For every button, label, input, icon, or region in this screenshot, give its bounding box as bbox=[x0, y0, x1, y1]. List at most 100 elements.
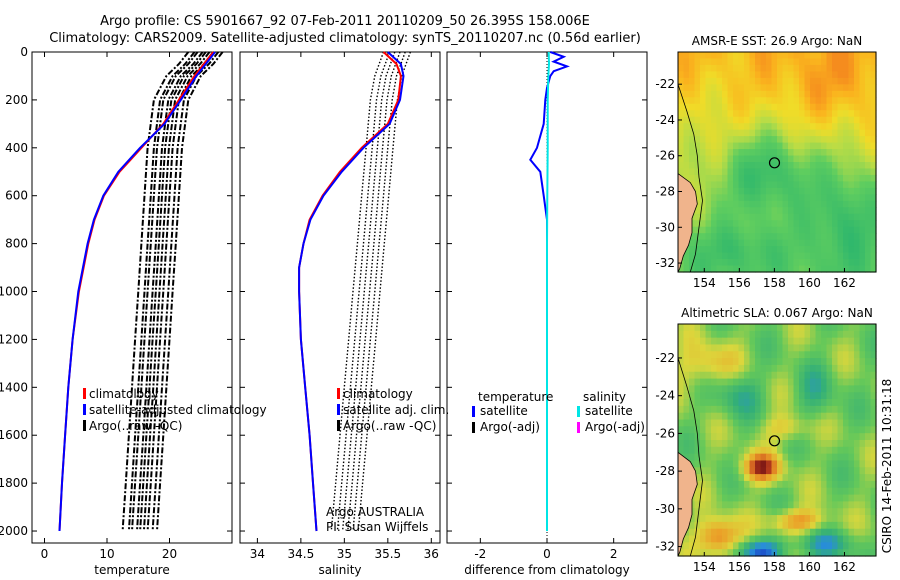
sla-map-grid-cell bbox=[771, 480, 778, 489]
sla-map-grid-cell bbox=[722, 344, 729, 352]
sst-map-grid-cell bbox=[738, 246, 745, 254]
sla-map-grid-cell bbox=[738, 446, 745, 455]
sst-map-grid-cell bbox=[683, 58, 690, 66]
sst-map-grid-cell bbox=[826, 200, 833, 208]
sst-map-grid-cell bbox=[799, 220, 806, 228]
sla-map-grid-cell bbox=[744, 487, 751, 496]
sla-map-grid-cell bbox=[700, 480, 707, 489]
sst-map-grid-cell bbox=[689, 239, 696, 247]
sla-map-grid-cell bbox=[804, 344, 811, 352]
sla-map-grid-cell bbox=[722, 405, 729, 414]
sst-map-grid-cell bbox=[821, 187, 828, 195]
sla-map-grid-cell bbox=[865, 528, 872, 537]
sst-map-grid-cell bbox=[749, 136, 756, 144]
sst-map-grid-cell bbox=[722, 226, 729, 234]
sst-map-grid-cell bbox=[766, 116, 773, 124]
sla-map-grid-cell bbox=[782, 494, 789, 503]
sla-map-grid-cell bbox=[727, 487, 734, 496]
sla-map-grid-cell bbox=[788, 549, 795, 557]
sla-map-y-tick-label: -28 bbox=[655, 464, 675, 478]
sst-map-grid-cell bbox=[771, 123, 778, 131]
sst-map-grid-cell bbox=[689, 97, 696, 105]
sst-map-grid-cell bbox=[749, 187, 756, 195]
sla-map-grid-cell bbox=[788, 364, 795, 373]
sla-map-grid-cell bbox=[859, 378, 866, 387]
sst-map-grid-cell bbox=[788, 155, 795, 163]
sla-map-grid-cell bbox=[815, 542, 822, 550]
sst-map-grid-cell bbox=[843, 149, 850, 157]
sla-map-grid-cell bbox=[804, 446, 811, 455]
sla-map-grid-cell bbox=[683, 399, 690, 407]
sla-map-grid-cell bbox=[755, 419, 762, 427]
sla-map-grid-cell bbox=[804, 433, 811, 441]
sla-map-grid-cell bbox=[711, 453, 718, 462]
sla-map-grid-cell bbox=[826, 542, 833, 550]
sla-map-grid-cell bbox=[716, 399, 723, 407]
sla-map-grid-cell bbox=[716, 351, 723, 359]
sla-map-grid-cell bbox=[744, 371, 751, 380]
sst-map-grid-cell bbox=[788, 52, 795, 60]
sla-map-grid-cell bbox=[716, 474, 723, 482]
sla-map-grid-cell bbox=[749, 344, 756, 352]
sla-map-grid-cell bbox=[804, 474, 811, 482]
sla-map-grid-cell bbox=[848, 330, 855, 339]
sla-map-grid-cell bbox=[760, 433, 767, 441]
sla-map-grid-cell bbox=[683, 446, 690, 455]
sst-map-x-tick-label: 162 bbox=[833, 276, 856, 290]
salinity-x-axis-label: salinity bbox=[318, 563, 361, 577]
sst-map-grid-cell bbox=[859, 123, 866, 131]
sst-map-grid-cell bbox=[848, 213, 855, 221]
sst-map-grid-cell bbox=[859, 52, 866, 60]
sst-map-grid-cell bbox=[859, 136, 866, 144]
sst-map-grid-cell bbox=[815, 220, 822, 228]
sst-map-grid-cell bbox=[711, 213, 718, 221]
sla-map-grid-cell bbox=[777, 419, 784, 427]
sla-map-grid-cell bbox=[694, 521, 701, 530]
sla-map-grid-cell bbox=[705, 542, 712, 550]
sst-map-grid-cell bbox=[760, 181, 767, 189]
sst-map-grid-cell bbox=[826, 168, 833, 176]
sla-map-grid-cell bbox=[821, 501, 828, 509]
sst-map-grid-cell bbox=[865, 64, 872, 73]
sla-map-grid-cell bbox=[821, 405, 828, 414]
sst-map-grid-cell bbox=[859, 149, 866, 157]
sla-map-grid-cell bbox=[821, 528, 828, 537]
credit-footer: CSIRO 14-Feb-2011 10:31:18 bbox=[880, 379, 894, 554]
sla-map-grid-cell bbox=[848, 467, 855, 475]
sst-map-grid-cell bbox=[722, 174, 729, 183]
sla-map-grid-cell bbox=[837, 399, 844, 407]
sla-map-grid-cell bbox=[826, 426, 833, 434]
sst-map-grid-cell bbox=[821, 265, 828, 273]
sla-map-grid-cell bbox=[826, 419, 833, 427]
sst-map-grid-cell bbox=[711, 90, 718, 98]
sst-map-grid-cell bbox=[683, 52, 690, 60]
sst-map-grid-cell bbox=[755, 64, 762, 73]
sst-map-grid-cell bbox=[804, 168, 811, 176]
sla-map-grid-cell bbox=[733, 480, 740, 489]
sst-map-grid-cell bbox=[722, 168, 729, 176]
sla-map-grid-cell bbox=[832, 351, 839, 359]
sla-map-grid-cell bbox=[788, 405, 795, 414]
sla-map-grid-cell bbox=[694, 351, 701, 359]
sla-map-grid-cell bbox=[870, 371, 877, 380]
sla-map-grid-cell bbox=[771, 412, 778, 421]
sla-map-grid-cell bbox=[821, 330, 828, 339]
sst-map-grid-cell bbox=[694, 174, 701, 183]
sst-map-grid-cell bbox=[799, 265, 806, 273]
sla-map-grid-cell bbox=[766, 446, 773, 455]
sst-map-grid-cell bbox=[799, 90, 806, 98]
sla-map-grid-cell bbox=[859, 528, 866, 537]
sla-map-grid-cell bbox=[744, 501, 751, 509]
sla-map-grid-cell bbox=[711, 399, 718, 407]
sla-map-grid-cell bbox=[815, 392, 822, 400]
argo-raw-temperature-line bbox=[121, 51, 190, 532]
sla-map-grid-cell bbox=[727, 515, 734, 523]
sla-map-grid-cell bbox=[832, 433, 839, 441]
sst-map-grid-cell bbox=[705, 220, 712, 228]
sla-map-grid-cell bbox=[727, 480, 734, 489]
sla-map-grid-cell bbox=[815, 494, 822, 503]
sla-map-grid-cell bbox=[738, 487, 745, 496]
difference-legend-swatch bbox=[472, 422, 475, 433]
sla-map-grid-cell bbox=[859, 440, 866, 448]
sla-map-grid-cell bbox=[777, 385, 784, 393]
